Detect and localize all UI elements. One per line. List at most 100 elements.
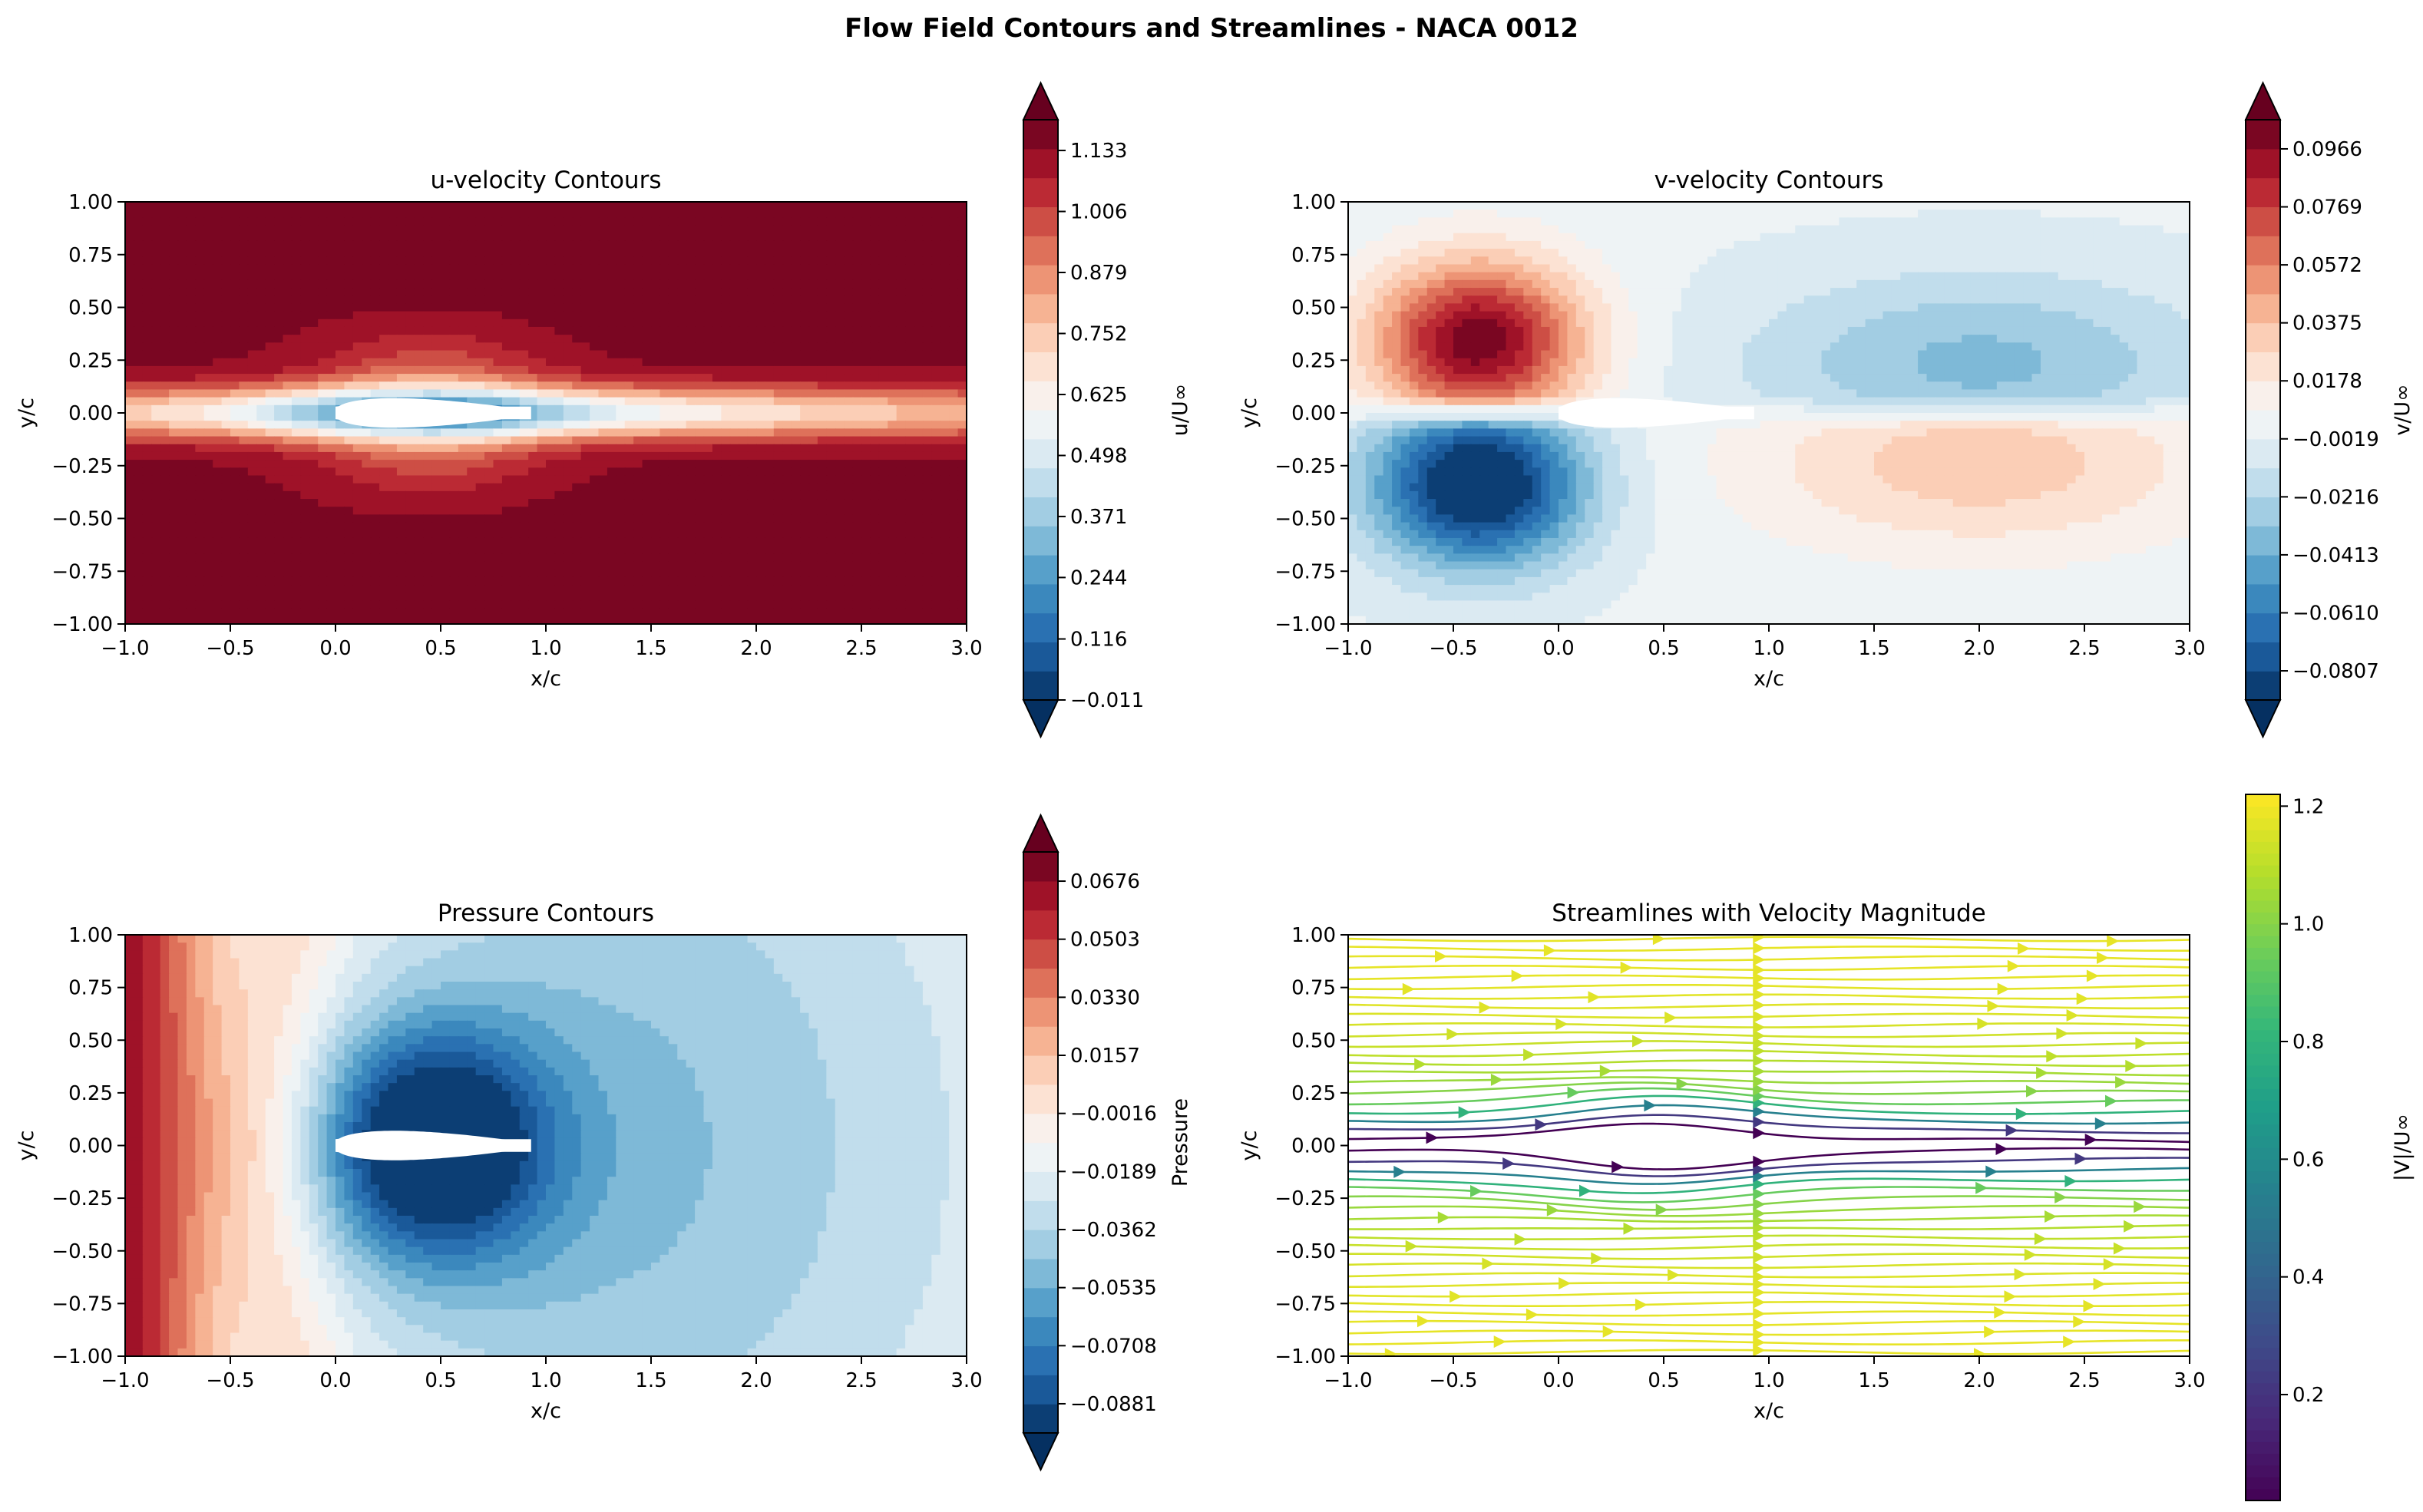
streamline bbox=[1348, 965, 2190, 972]
streamline-arrow bbox=[2107, 935, 2120, 948]
streamline bbox=[1348, 1291, 2190, 1298]
streamline-arrow bbox=[1546, 1203, 1559, 1217]
streamline-arrow bbox=[2036, 1066, 2049, 1079]
x-tick-label: 0.5 bbox=[1648, 637, 1679, 660]
streamline-arrow bbox=[1470, 1185, 1483, 1197]
y-tick-label: −0.50 bbox=[51, 508, 113, 531]
streamline bbox=[1348, 1300, 2190, 1307]
streamline-arrow bbox=[1450, 1290, 1463, 1303]
colorbar-tick-label: 0.2 bbox=[2292, 1384, 2324, 1407]
streamline-arrow bbox=[1493, 1335, 1506, 1349]
x-tick-label: 1.0 bbox=[530, 1369, 561, 1392]
colorbar-label: Pressure bbox=[1169, 1098, 1192, 1187]
streamline-arrow bbox=[1753, 963, 1766, 976]
streamline bbox=[1348, 1339, 2190, 1345]
x-tick-label: 2.0 bbox=[740, 1369, 772, 1392]
x-tick-label: 1.5 bbox=[635, 637, 666, 660]
streamline-arrow bbox=[1437, 1211, 1450, 1224]
colorbar-tick-label: 0.116 bbox=[1070, 629, 1127, 652]
streamline bbox=[1348, 1087, 2190, 1106]
colorbar-frame bbox=[2245, 794, 2281, 1501]
y-tick-label: −0.75 bbox=[51, 560, 113, 583]
colorbar-tick-label: −0.0610 bbox=[2292, 602, 2379, 625]
x-tick-label: 1.5 bbox=[1858, 637, 1889, 660]
streamline-arrow bbox=[2064, 1175, 2078, 1187]
plot-area bbox=[1348, 935, 2190, 1356]
colorbar: 1.2 1.0 0.8 0.6 0.4 0.2 |V|/U∞ bbox=[2245, 794, 2415, 1501]
streamline-arrow bbox=[1753, 1187, 1766, 1200]
streamline-arrow bbox=[1753, 1127, 1766, 1140]
streamline-arrow bbox=[1414, 1058, 1427, 1071]
streamline-arrow bbox=[1753, 1307, 1766, 1320]
x-axis-label: x/c bbox=[1754, 1399, 1784, 1423]
colorbar-tick-label: −0.0881 bbox=[1070, 1393, 1157, 1416]
streamline-arrow bbox=[1753, 1328, 1766, 1341]
colorbar-extend-top bbox=[2244, 81, 2282, 120]
colorbar-tick-label: −0.0362 bbox=[1070, 1219, 1157, 1242]
streamline-arrow bbox=[2054, 1191, 2068, 1203]
x-tick-label: −0.5 bbox=[1429, 637, 1477, 660]
streamline-arrow bbox=[2115, 1076, 2128, 1089]
panel-u: −1.0 −0.5 0.0 0.5 1.0 1.5 2.0 2.5 3.0 1.00 0.75 0.5… bbox=[15, 81, 1192, 739]
streamline bbox=[1348, 1349, 2190, 1355]
streamline-arrow bbox=[2034, 1233, 2047, 1246]
streamline-arrow bbox=[2105, 1094, 2117, 1108]
streamline-arrow bbox=[2056, 1027, 2069, 1040]
y-tick-label: 1.00 bbox=[1291, 191, 1336, 214]
streamline bbox=[1348, 1122, 2190, 1144]
y-axis-label: y/c bbox=[15, 1131, 38, 1161]
x-axis-label: x/c bbox=[531, 667, 561, 691]
streamline-arrow bbox=[1511, 969, 1524, 982]
streamline-arrow bbox=[1753, 1296, 1766, 1309]
x-tick-label: −0.5 bbox=[206, 637, 254, 660]
colorbar-tick-label: 0.0330 bbox=[1070, 986, 1140, 1009]
streamline-arrow bbox=[2073, 1316, 2086, 1329]
colorbar-tick-label: 1.006 bbox=[1070, 201, 1127, 224]
streamline-arrow bbox=[1753, 1045, 1766, 1058]
panel-v: −1.0 −0.5 0.0 0.5 1.0 1.5 2.0 2.5 3.0 1.00 0.75 0.5… bbox=[1238, 81, 2415, 739]
colorbar-tick-label: −0.0535 bbox=[1070, 1277, 1157, 1300]
streamline-arrow bbox=[2007, 959, 2020, 972]
streamline-arrow bbox=[2005, 1124, 2018, 1137]
y-tick-label: −0.50 bbox=[51, 1240, 113, 1263]
streamline bbox=[1348, 993, 2190, 1000]
y-tick-label: 0.50 bbox=[68, 297, 113, 320]
streamline bbox=[1348, 1177, 2190, 1194]
y-tick-label: 1.00 bbox=[68, 191, 113, 214]
streamline-arrow bbox=[2103, 1258, 2116, 1271]
airfoil-shape bbox=[1559, 398, 1754, 428]
y-tick-label: 1.00 bbox=[68, 924, 113, 947]
colorbar-tick-label: −0.0807 bbox=[2292, 660, 2379, 683]
streamline-arrow bbox=[1555, 1018, 1569, 1031]
streamline bbox=[1348, 1167, 2190, 1185]
streamline-arrow bbox=[1632, 1035, 1645, 1048]
x-tick-label: −1.0 bbox=[101, 1369, 149, 1392]
colorbar-label: v/U∞ bbox=[2391, 384, 2415, 435]
x-tick-label: 0.0 bbox=[319, 1369, 351, 1392]
streamline-arrow bbox=[1446, 1028, 1459, 1041]
x-tick-label: 0.5 bbox=[425, 1369, 456, 1392]
streamline-arrow bbox=[1535, 1118, 1548, 1131]
streamline-arrow bbox=[2084, 1134, 2097, 1146]
y-tick-label: −0.50 bbox=[1274, 508, 1336, 531]
x-tick-label: 1.0 bbox=[1753, 637, 1784, 660]
x-tick-label: 2.5 bbox=[2068, 1369, 2100, 1392]
streamline-arrow bbox=[1997, 982, 2010, 995]
streamline-arrow bbox=[1567, 1086, 1580, 1099]
streamline bbox=[1348, 1282, 2190, 1288]
y-tick-label: 0.25 bbox=[1291, 1082, 1336, 1105]
x-tick-label: 0.0 bbox=[1542, 1369, 1574, 1392]
y-tick-label: −0.25 bbox=[1274, 1187, 1336, 1210]
streamline-arrow bbox=[1490, 1073, 1503, 1086]
x-tick-label: 3.0 bbox=[950, 1369, 982, 1392]
plot-area bbox=[1348, 202, 2190, 624]
streamline-arrow bbox=[1482, 1257, 1495, 1270]
streamline-arrow bbox=[1753, 1270, 1766, 1283]
streamline-arrow bbox=[1753, 1029, 1766, 1042]
y-tick-label: 0.75 bbox=[68, 977, 113, 1000]
streamline-arrow bbox=[1753, 1177, 1766, 1190]
y-tick-label: 0.75 bbox=[68, 244, 113, 267]
x-tick-label: −0.5 bbox=[1429, 1369, 1477, 1392]
y-tick-label: 1.00 bbox=[1291, 924, 1336, 947]
